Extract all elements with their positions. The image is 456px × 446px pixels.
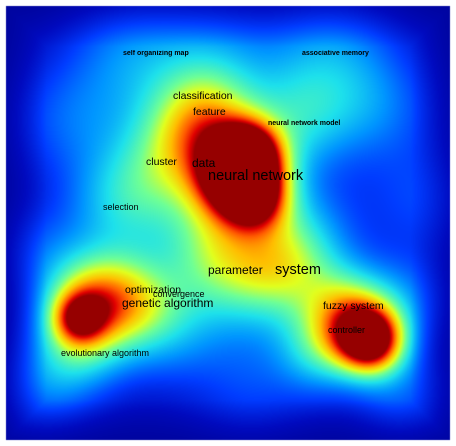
term-label: fuzzy system (323, 300, 384, 312)
term-label: associative memory (302, 50, 369, 57)
term-label: system (275, 262, 321, 278)
term-label: neural network model (268, 120, 341, 127)
term-label: feature (193, 106, 226, 118)
term-label: selection (103, 202, 139, 212)
term-label: classification (173, 90, 233, 102)
term-label: evolutionary algorithm (61, 348, 150, 358)
term-label: controller (328, 325, 366, 335)
term-label: self organizing map (123, 50, 189, 57)
term-label: cluster (146, 156, 177, 168)
term-label: genetic algorithm (122, 296, 214, 310)
term-label: neural network (208, 168, 304, 184)
term-label: parameter (208, 263, 263, 277)
term-label: optimization (125, 284, 182, 296)
term-label: data (192, 156, 216, 170)
term-label: convergence (153, 289, 205, 299)
